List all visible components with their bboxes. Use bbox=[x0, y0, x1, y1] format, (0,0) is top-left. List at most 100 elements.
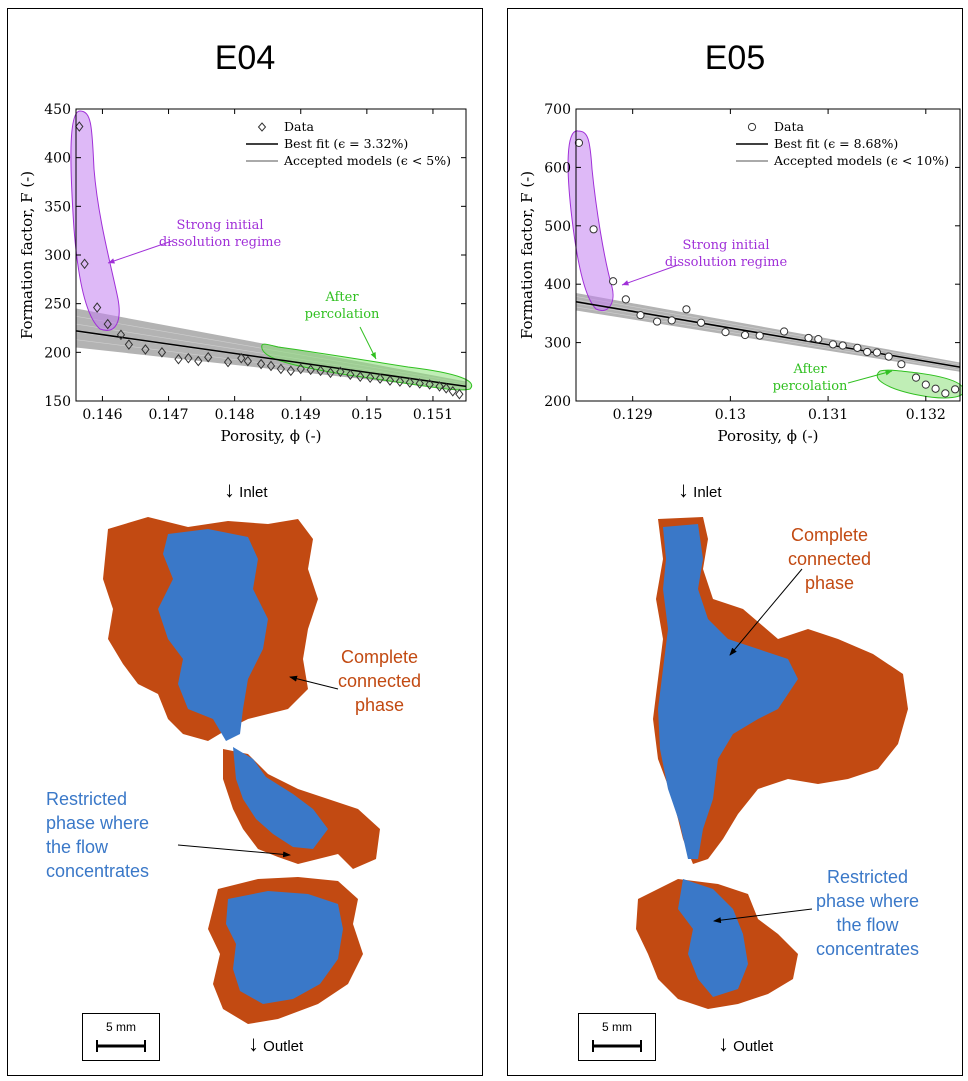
inlet-label: ↓ Inlet bbox=[224, 477, 268, 502]
outlet-label: ↓ Outlet bbox=[718, 1031, 774, 1056]
data-point bbox=[951, 385, 960, 394]
chart-annotation: After percolation bbox=[305, 290, 380, 322]
data-point bbox=[721, 327, 730, 337]
legend-entry: Data bbox=[774, 119, 804, 134]
y-tick-label: 400 bbox=[44, 151, 71, 167]
x-tick-label: 0.148 bbox=[215, 407, 255, 423]
x-tick-label: 0.151 bbox=[413, 407, 453, 423]
data-point bbox=[366, 372, 375, 383]
annotation-arrowhead bbox=[885, 370, 892, 376]
annotation-arrow bbox=[107, 240, 173, 264]
restricted-phase-e04 bbox=[158, 529, 343, 1004]
y-tick-label: 600 bbox=[544, 160, 571, 176]
y-axis-label: Formation factor, F (-) bbox=[518, 171, 536, 339]
legend-entry: Accepted models (ϵ < 5%) bbox=[283, 153, 451, 168]
data-point bbox=[93, 302, 102, 313]
y-tick-label: 200 bbox=[544, 394, 571, 410]
data-point bbox=[897, 360, 906, 369]
data-point bbox=[204, 351, 213, 363]
panel-title: E04 bbox=[214, 39, 276, 77]
data-point bbox=[853, 343, 862, 352]
legend-entry: Best fit (ϵ = 8.68%) bbox=[774, 136, 898, 151]
data-point bbox=[223, 356, 233, 368]
accepted-model-line bbox=[575, 299, 961, 367]
data-point bbox=[740, 330, 750, 340]
data-point bbox=[682, 305, 691, 314]
data-point bbox=[609, 277, 618, 286]
grain-image-e05 bbox=[636, 517, 908, 1009]
panel-title: E05 bbox=[704, 39, 766, 77]
x-tick-label: 0.146 bbox=[82, 407, 122, 423]
x-tick-label: 0.132 bbox=[906, 407, 946, 423]
data-point bbox=[621, 295, 630, 304]
data-point bbox=[921, 380, 930, 389]
data-point bbox=[814, 334, 823, 344]
data-point bbox=[184, 352, 193, 364]
initial-regime-region bbox=[70, 110, 120, 331]
data-point bbox=[667, 316, 676, 325]
best-fit-line bbox=[575, 300, 961, 368]
data-point bbox=[237, 352, 246, 364]
chart-annotation: Strong initial dissolution regime bbox=[159, 218, 282, 250]
data-point bbox=[194, 355, 203, 367]
data-point bbox=[804, 333, 813, 343]
complete-phase-label: Complete connected phase bbox=[788, 525, 872, 593]
data-point bbox=[425, 379, 434, 390]
chart-annotation: After percolation bbox=[773, 362, 848, 394]
x-tick-label: 0.13 bbox=[715, 407, 746, 423]
data-point bbox=[589, 225, 598, 234]
scale-bar: 5 mm bbox=[578, 1013, 656, 1061]
grain-image-e04 bbox=[103, 517, 380, 1024]
y-tick-label: 350 bbox=[44, 199, 71, 215]
data-point bbox=[755, 331, 764, 340]
panel-e05: E05 0.129 0.13 0.131 0.132 200 300 400 500 600 70… bbox=[507, 8, 963, 1076]
down-arrow-icon: ↓ bbox=[718, 1031, 729, 1056]
annotation-arrow bbox=[847, 370, 893, 384]
data-point bbox=[448, 385, 457, 397]
y-tick-label: 300 bbox=[44, 248, 71, 264]
best-fit-line bbox=[75, 330, 467, 388]
annotation-arrow bbox=[621, 264, 679, 286]
data-point bbox=[286, 365, 295, 377]
data-point bbox=[435, 381, 444, 392]
data-point bbox=[863, 347, 872, 357]
data-point bbox=[124, 339, 134, 350]
data-point bbox=[276, 363, 286, 375]
data-point bbox=[395, 376, 405, 387]
data-point bbox=[636, 311, 645, 320]
accepted-model-line bbox=[575, 303, 961, 369]
data-point bbox=[828, 340, 838, 349]
y-tick-label: 250 bbox=[44, 297, 71, 313]
data-point bbox=[116, 329, 126, 341]
data-point bbox=[442, 383, 451, 394]
x-axis-label: Porosity, ϕ (-) bbox=[717, 427, 818, 445]
data-point bbox=[405, 377, 414, 388]
data-point bbox=[326, 367, 335, 379]
data-point bbox=[157, 347, 167, 358]
legend-entry: Best fit (ϵ = 3.32%) bbox=[284, 136, 408, 151]
data-point bbox=[336, 366, 345, 378]
data-point bbox=[385, 375, 395, 386]
data-point bbox=[266, 360, 276, 372]
y-tick-label: 150 bbox=[44, 394, 71, 410]
data-point bbox=[316, 365, 325, 377]
data-point bbox=[872, 348, 882, 357]
plot-frame bbox=[575, 108, 961, 402]
y-tick-label: 300 bbox=[544, 336, 571, 352]
x-tick-label: 0.149 bbox=[281, 407, 321, 423]
down-arrow-icon: ↓ bbox=[224, 477, 235, 502]
annotation-arrowhead bbox=[622, 280, 629, 286]
data-point bbox=[911, 373, 921, 382]
accepted-models-band bbox=[576, 292, 960, 372]
data-point bbox=[838, 341, 847, 350]
data-point bbox=[780, 327, 789, 336]
data-point bbox=[80, 258, 89, 270]
down-arrow-icon: ↓ bbox=[678, 477, 689, 502]
data-point bbox=[174, 353, 183, 365]
restricted-phase-label: Restricted phase where the flow concentr… bbox=[46, 789, 150, 881]
chart-annotation: Strong initial dissolution regime bbox=[665, 238, 788, 270]
x-tick-label: 0.131 bbox=[808, 407, 848, 423]
data-point bbox=[884, 352, 893, 361]
annotation-arrowhead bbox=[108, 258, 115, 264]
data-point bbox=[296, 363, 305, 375]
